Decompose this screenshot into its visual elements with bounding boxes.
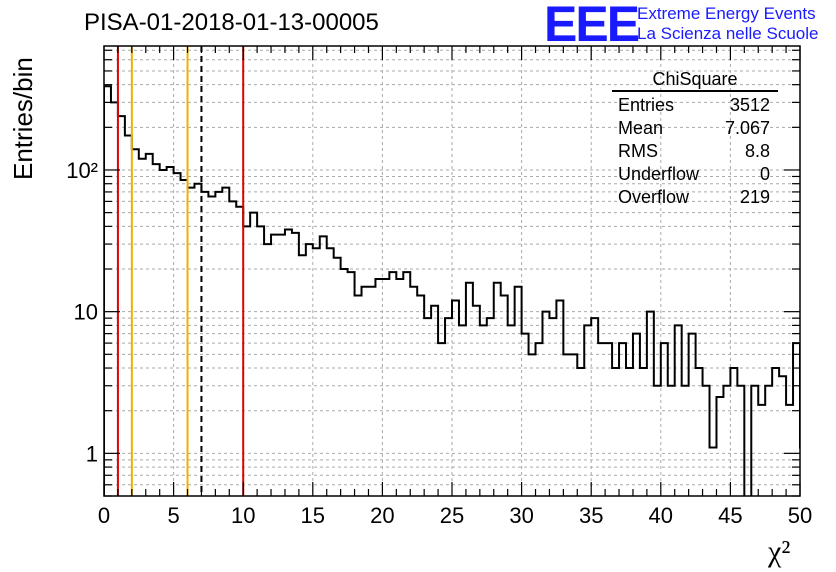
logo-line-1: Extreme Energy Events	[637, 4, 816, 23]
stats-value: 0	[759, 164, 770, 184]
x-tick-label: 30	[509, 503, 533, 528]
x-tick-label: 5	[167, 503, 179, 528]
stats-row-mean: Mean 7.067	[612, 117, 778, 140]
stats-value: 3512	[729, 95, 770, 115]
stats-label: Overflow	[618, 187, 690, 207]
histogram-series	[104, 85, 800, 496]
stats-row-overflow: Overflow 219	[612, 186, 778, 209]
stats-value: 219	[739, 187, 770, 207]
stats-title: ChiSquare	[612, 68, 778, 92]
stats-box: ChiSquare Entries 3512 Mean 7.067 RMS 8.…	[612, 68, 778, 209]
x-tick-label: 45	[718, 503, 742, 528]
stats-row-underflow: Underflow 0	[612, 163, 778, 186]
stats-label: Entries	[618, 95, 675, 115]
x-tick-label: 15	[301, 503, 325, 528]
x-tick-label: 20	[370, 503, 394, 528]
x-tick-label: 40	[649, 503, 673, 528]
stats-row-rms: RMS 8.8	[612, 140, 778, 163]
y-tick-label: 1	[86, 441, 98, 466]
y-tick-label: 10	[74, 300, 98, 325]
x-tick-label: 0	[98, 503, 110, 528]
stats-row-entries: Entries 3512	[612, 94, 778, 117]
y-axis-label: Entries/bin	[8, 57, 38, 180]
logo-line-2: La Scienza nelle Scuole	[637, 24, 819, 43]
chart-title: PISA-01-2018-01-13-00005	[84, 9, 379, 36]
stats-value: 7.067	[724, 118, 770, 138]
stats-label: Mean	[618, 118, 664, 138]
eee-logo: EEE	[544, 0, 640, 52]
x-tick-label: 25	[440, 503, 464, 528]
stats-value: 8.8	[744, 141, 770, 161]
stats-label: RMS	[618, 141, 658, 161]
x-axis-label: χ²	[768, 535, 791, 568]
x-tick-label: 35	[579, 503, 603, 528]
x-tick-label: 10	[231, 503, 255, 528]
y-tick-label: 10²	[66, 158, 98, 183]
x-tick-label: 50	[788, 503, 812, 528]
stats-label: Underflow	[618, 164, 700, 184]
